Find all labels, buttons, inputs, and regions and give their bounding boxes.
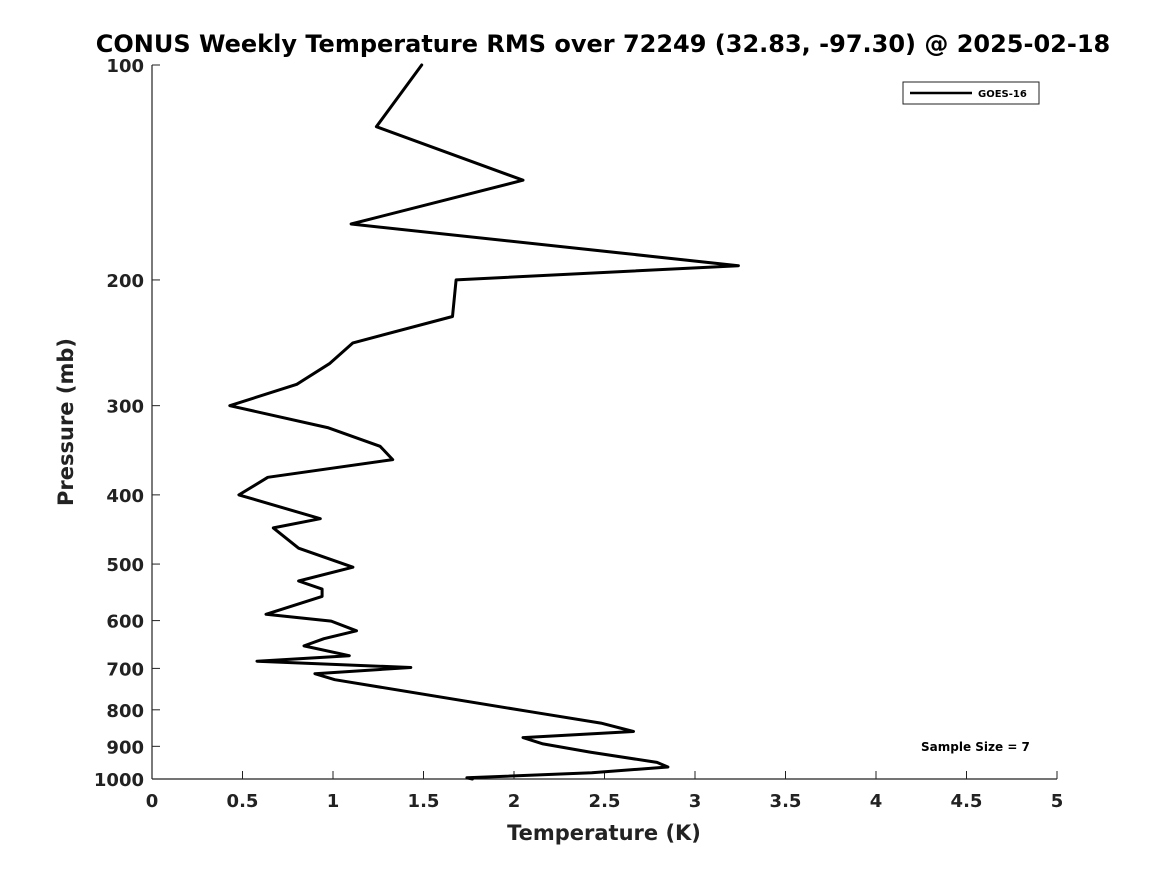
x-tick-label: 2.5 [589,791,621,812]
y-tick-label: 200 [106,271,144,292]
x-tick-label: 0.5 [227,791,259,812]
chart-title: CONUS Weekly Temperature RMS over 72249 … [96,30,1110,58]
y-tick-label: 600 [106,612,144,633]
axes [151,65,1057,780]
y-tick-label: 700 [106,659,144,680]
y-axis-label: Pressure (mb) [54,338,78,506]
x-tick-label: 1 [327,791,340,812]
x-ticks: 0 0.5 1 1.5 2 2.5 3 3.5 4 4.5 5 [146,771,1064,812]
y-ticks: 100 200 300 400 500 600 700 800 900 1000 [94,56,160,791]
y-tick-label: 400 [106,486,144,507]
y-tick-label: 900 [106,737,144,758]
x-tick-label: 4 [870,791,883,812]
legend: GOES-16 [902,81,1040,105]
legend-label-goes-16: GOES-16 [978,89,1027,100]
x-tick-label: 1.5 [408,791,440,812]
y-tick-label: 100 [106,56,144,77]
x-axis-label: Temperature (K) [507,821,701,845]
x-tick-label: 3 [689,791,702,812]
x-tick-label: 5 [1051,791,1064,812]
y-tick-label: 1000 [94,770,144,791]
y-tick-label: 500 [106,555,144,576]
x-tick-label: 4.5 [951,791,983,812]
y-tick-label: 800 [106,701,144,722]
y-tick-label: 300 [106,397,144,418]
series-line-goes-16 [228,63,740,781]
x-tick-label: 3.5 [770,791,802,812]
series-layer [228,63,740,781]
sample-size-annotation: Sample Size = 7 [921,740,1030,754]
x-tick-label: 0 [146,791,159,812]
x-tick-label: 2 [508,791,521,812]
